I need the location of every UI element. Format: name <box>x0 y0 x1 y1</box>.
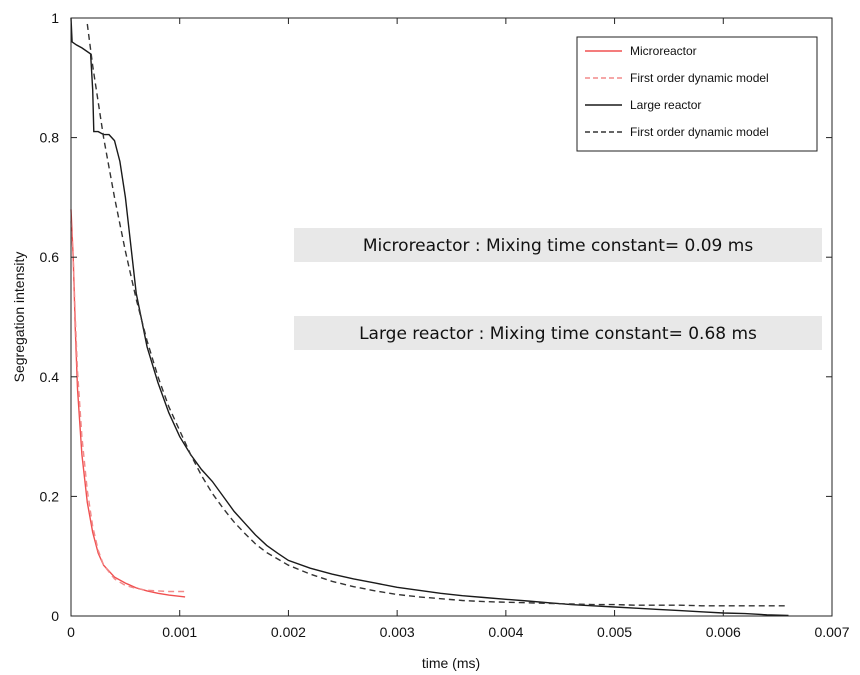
x-tick-label: 0.007 <box>814 624 849 640</box>
y-tick-label: 0.6 <box>40 249 60 265</box>
x-tick-label: 0.006 <box>706 624 741 640</box>
x-axis-label: time (ms) <box>422 655 480 671</box>
annotation-microreactor-text: Microreactor : Mixing time constant= 0.0… <box>363 236 754 256</box>
series-line-large-reactor-model <box>86 23 789 607</box>
annotation-microreactor-box <box>294 228 822 262</box>
y-tick-label: 0.2 <box>40 488 60 504</box>
legend: Microreactor First order dynamic model Lar… <box>576 36 818 152</box>
legend-label-microreactor-model: First order dynamic model <box>630 71 769 85</box>
annotation-large-reactor-box <box>294 316 822 350</box>
annotation-microreactor: Microreactor : Mixing time constant= 0.0… <box>294 228 822 262</box>
legend-label-microreactor: Microreactor <box>630 44 697 58</box>
x-tick-label: 0 <box>67 624 75 640</box>
x-tick-label: 0.005 <box>597 624 632 640</box>
x-tick-label: 0.004 <box>488 624 523 640</box>
x-tick-label: 0.001 <box>162 624 197 640</box>
series-layer <box>70 17 789 617</box>
y-tick-label: 1 <box>51 10 59 26</box>
x-tick-label: 0.002 <box>271 624 306 640</box>
x-tick-label: 0.003 <box>380 624 415 640</box>
annotation-large-reactor: Large reactor : Mixing time constant= 0.… <box>294 316 822 350</box>
legend-label-large-reactor: Large reactor <box>630 98 701 112</box>
ticks-layer: 0 0.001 0.002 0.003 0.004 0.005 0.006 0.007 0 0.2… <box>40 10 850 640</box>
y-tick-label: 0.8 <box>40 130 60 146</box>
y-tick-label: 0.4 <box>40 369 60 385</box>
series-line-microreactor-model <box>70 221 186 593</box>
plot-frame <box>70 17 833 617</box>
annotation-large-reactor-text: Large reactor : Mixing time constant= 0.… <box>359 324 757 344</box>
y-tick-label: 0 <box>51 608 59 624</box>
legend-label-large-reactor-model: First order dynamic model <box>630 125 769 139</box>
series-line-large-reactor <box>70 17 789 617</box>
y-axis-label: Segregation intensity <box>11 252 27 383</box>
series-line-microreactor <box>70 209 186 598</box>
